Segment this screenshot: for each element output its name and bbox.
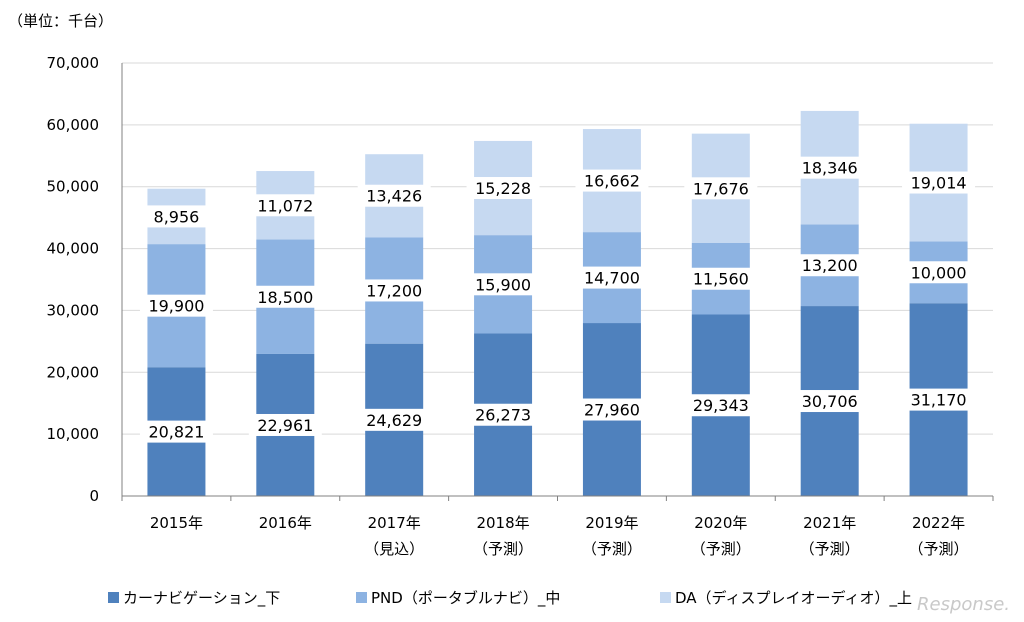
data-label-bg — [793, 156, 867, 179]
x-category-label: 2021年 — [803, 514, 856, 532]
legend-swatch-pnd — [356, 592, 367, 603]
data-label: 26,273 — [475, 406, 531, 425]
y-tick-label: 50,000 — [47, 178, 100, 196]
data-label: 31,170 — [911, 391, 967, 410]
x-category-label: 2019年 — [585, 514, 638, 532]
data-label: 13,200 — [802, 256, 858, 275]
data-label-bg — [248, 285, 322, 308]
x-category-label: 2016年 — [259, 514, 312, 532]
x-category-label: 2018年 — [476, 514, 529, 532]
x-category-label: （予測） — [691, 540, 751, 558]
data-label: 29,343 — [693, 396, 749, 415]
unit-label: （単位：千台） — [8, 12, 114, 30]
data-label-bg — [139, 420, 213, 443]
data-label: 10,000 — [911, 263, 967, 282]
data-label: 17,200 — [366, 281, 422, 300]
legend-label-da: DA（ディスプレイオーディオ）_上 — [675, 589, 912, 607]
watermark-logo: Response. — [917, 594, 1010, 615]
data-label: 11,560 — [693, 270, 749, 289]
legend-swatch-car-navi — [108, 592, 119, 603]
data-label-bg — [248, 413, 322, 436]
data-label-bg — [139, 294, 213, 317]
data-label: 19,900 — [148, 297, 204, 316]
data-label-bg — [145, 205, 208, 228]
stacked-bar-chart: 20,821 19,900 8,956 22,961 18,500 11,072 24,62… — [47, 54, 994, 558]
data-label: 22,961 — [257, 416, 313, 435]
data-label: 8,956 — [154, 207, 200, 226]
legend-label-pnd: PND（ポータブルナビ）_中 — [371, 589, 561, 607]
data-label-bg — [357, 408, 431, 431]
data-label: 27,960 — [584, 401, 640, 420]
data-label-bg — [684, 177, 758, 200]
axes: 0 10,000 20,000 30,000 40,000 50,000 60,000 70,… — [47, 54, 994, 558]
x-category-label: （予測） — [800, 540, 860, 558]
y-tick-label: 20,000 — [47, 363, 100, 381]
grid-lines — [122, 62, 993, 435]
x-category-label: 2022年 — [912, 514, 965, 532]
legend-swatch-da — [660, 592, 671, 603]
y-tick-label: 70,000 — [47, 54, 100, 72]
data-label-bg — [466, 403, 540, 426]
data-label: 16,662 — [584, 172, 640, 191]
data-labels: 20,821 19,900 8,956 22,961 18,500 11,072 24,62… — [139, 156, 976, 443]
data-label-bg — [575, 169, 649, 192]
data-label: 14,700 — [584, 269, 640, 288]
x-category-label: （予測） — [909, 540, 969, 558]
data-label-bg — [793, 390, 867, 413]
data-label: 19,014 — [911, 174, 967, 193]
data-label-bg — [793, 254, 867, 277]
x-category-label: 2020年 — [694, 514, 747, 532]
data-label: 24,629 — [366, 411, 422, 430]
data-label: 15,900 — [475, 275, 531, 294]
x-category-label: 2015年 — [150, 514, 203, 532]
data-label-bg — [684, 394, 758, 417]
y-tick-label: 10,000 — [47, 425, 100, 443]
x-category-label: 2017年 — [368, 514, 421, 532]
y-tick-label: 30,000 — [47, 301, 100, 319]
data-label: 18,500 — [257, 288, 313, 307]
legend-item-car-navi: カーナビゲーション_下 — [108, 587, 280, 608]
data-label-bg — [902, 171, 976, 194]
data-label-bg — [466, 273, 540, 296]
data-label-bg — [357, 184, 431, 207]
data-label: 30,706 — [802, 392, 858, 411]
x-category-label: （見込） — [364, 540, 424, 558]
legend-label-car-navi: カーナビゲーション_下 — [123, 589, 281, 607]
data-label-bg — [902, 388, 976, 411]
legend-item-pnd: PND（ポータブルナビ）_中 — [356, 587, 560, 608]
data-label-bg — [575, 398, 649, 421]
data-label-bg — [684, 267, 758, 290]
legend-item-da: DA（ディスプレイオーディオ）_上 — [660, 587, 912, 608]
data-label: 13,426 — [366, 187, 422, 206]
data-label-bg — [575, 266, 649, 289]
x-category-label: （予測） — [473, 540, 533, 558]
data-label-bg — [248, 194, 322, 217]
data-label: 18,346 — [802, 159, 858, 178]
data-label: 11,072 — [257, 196, 313, 215]
data-label-bg — [902, 261, 976, 284]
y-tick-label: 40,000 — [47, 240, 100, 258]
data-label-bg — [466, 177, 540, 200]
y-tick-label: 0 — [89, 487, 99, 505]
data-label: 15,228 — [475, 179, 531, 198]
data-label-bg — [357, 279, 431, 302]
y-tick-label: 60,000 — [47, 116, 100, 134]
data-label: 20,821 — [148, 423, 204, 442]
x-category-label: （予測） — [582, 540, 642, 558]
data-label: 17,676 — [693, 179, 749, 198]
